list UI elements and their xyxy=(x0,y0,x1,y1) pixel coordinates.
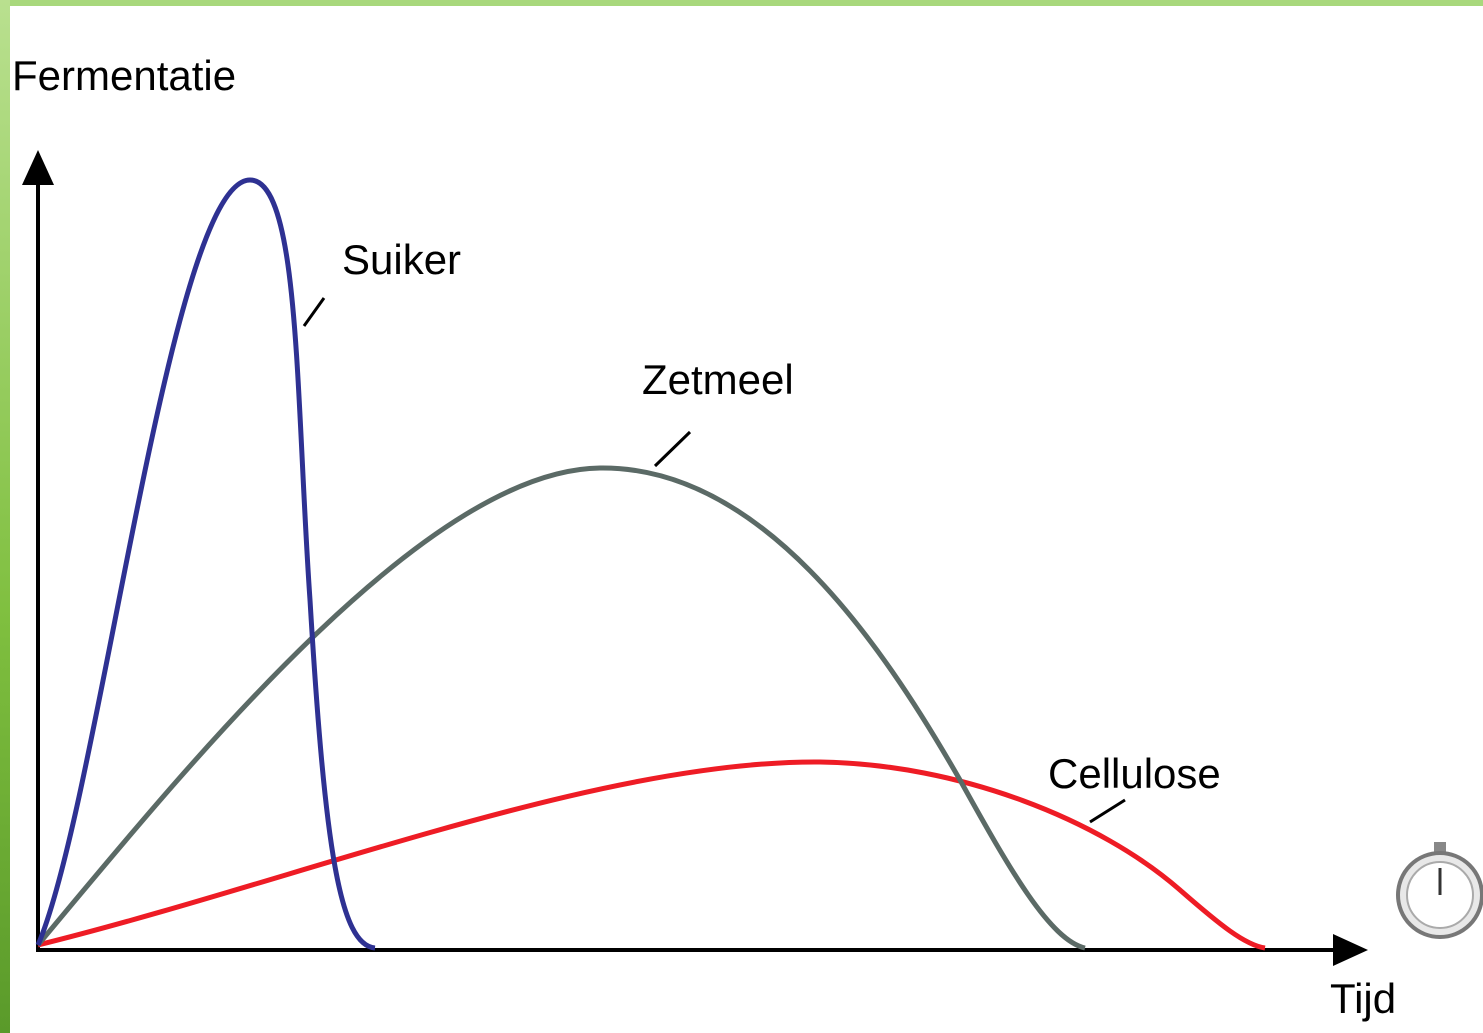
x-arrow xyxy=(1333,934,1368,966)
curve-label: Cellulose xyxy=(1048,750,1221,797)
y-axis-label: Fermentatie xyxy=(12,52,236,99)
curve-label: Zetmeel xyxy=(642,356,794,403)
x-axis-label: Tijd xyxy=(1330,975,1396,1022)
top-border xyxy=(0,0,1483,6)
zetmeel-curve xyxy=(36,465,1086,951)
stopwatch-icon xyxy=(1396,842,1483,939)
leader-line xyxy=(302,297,326,327)
cellulose-curve xyxy=(37,759,1266,951)
left-border xyxy=(0,0,10,1033)
curve-label: Suiker xyxy=(342,236,461,283)
suiker-curve xyxy=(35,177,376,951)
leader-line xyxy=(653,430,692,468)
leader-line xyxy=(1089,798,1126,824)
y-arrow xyxy=(22,150,54,185)
